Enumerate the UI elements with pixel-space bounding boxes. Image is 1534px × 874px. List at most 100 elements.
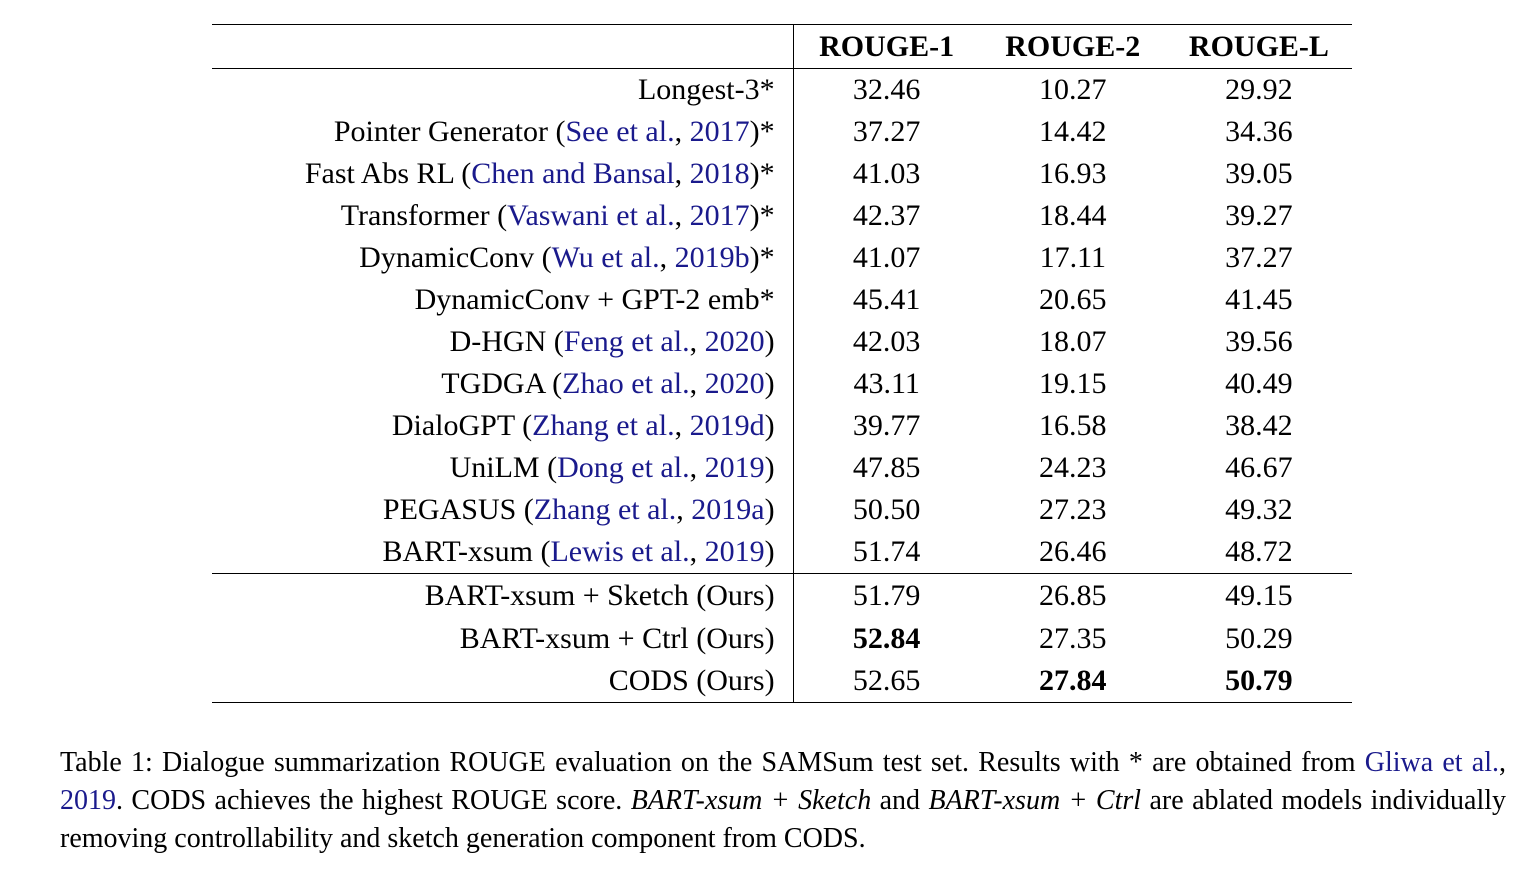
rouge-2-cell: 14.42 [1039, 115, 1107, 148]
model-name: Fast Abs RL [304, 157, 454, 190]
cite-year-link[interactable]: 2019a [691, 493, 765, 526]
rouge-2-cell: 26.46 [1039, 535, 1107, 568]
rouge-1-cell: 43.11 [853, 367, 920, 400]
caption-text-3: are ablated models individually removing… [60, 785, 1507, 854]
model-name: BART-xsum + Ctrl (Ours) [459, 622, 775, 655]
table-row: Transformer (Vaswani et al., 2017)* 42.37… [212, 195, 1352, 237]
table-row: D-HGN (Feng et al., 2020) 42.03 18.07 39.56 [212, 321, 1352, 363]
rouge-2-cell: 27.35 [1039, 622, 1107, 655]
table-row: DynamicConv (Wu et al., 2019b)* 41.07 17.1… [212, 237, 1352, 279]
cite-sep: , [676, 493, 692, 526]
model-name-cell: UniLM (Dong et al., 2019) [212, 447, 794, 489]
caption-model-ctrl: BART-xsum + Ctrl [928, 785, 1142, 816]
rouge-2-cell: 24.23 [1039, 451, 1107, 484]
table-header-row: ROUGE-1 ROUGE-2 ROUGE-L [212, 24, 1352, 69]
caption-and: and [871, 785, 929, 816]
table-caption: Table 1: Dialogue summarization ROUGE ev… [60, 744, 1506, 858]
cite-year-link[interactable]: 2020 [704, 325, 765, 358]
model-name-cell: D-HGN (Feng et al., 2020) [212, 321, 794, 363]
model-name: Longest-3* [637, 73, 775, 106]
rouge-l-cell: 39.27 [1225, 199, 1293, 232]
cite-year-link[interactable]: 2017 [689, 115, 750, 148]
rouge-1-cell: 37.27 [852, 115, 921, 148]
rouge-l-cell: 50.29 [1225, 622, 1293, 655]
table-row: Fast Abs RL (Chen and Bansal, 2018)* 41.0… [212, 153, 1352, 195]
table-row: BART-xsum + Sketch (Ours) 51.79 26.85 49.15 [212, 573, 1352, 618]
rouge-l-cell: 46.67 [1225, 451, 1293, 484]
cite-close: )* [749, 241, 775, 274]
model-name: BART-xsum [382, 535, 533, 568]
cite-year-link[interactable]: 2017 [689, 199, 750, 232]
model-name-cell: Pointer Generator (See et al., 2017)* [212, 111, 794, 153]
table-row: TGDGA (Zhao et al., 2020) 43.11 19.15 40.49 [212, 363, 1352, 405]
cite-open: ( [516, 493, 534, 526]
cite-open: ( [547, 115, 566, 148]
model-name-cell: Longest-3* [212, 68, 794, 111]
rouge-1-cell: 39.77 [852, 409, 921, 442]
cite-sep: , [674, 157, 690, 190]
cite-close: )* [749, 115, 775, 148]
baseline-rows: Longest-3* 32.46 10.27 29.92 Pointer Generat… [212, 68, 1352, 574]
cite-author-link[interactable]: Vaswani et al. [507, 199, 675, 232]
model-name: Pointer Generator [333, 115, 548, 148]
cite-open: ( [544, 367, 563, 400]
table-row: UniLM (Dong et al., 2019) 47.85 24.23 46.67 [212, 447, 1352, 489]
cite-open: ( [532, 535, 551, 568]
rouge-1-cell: 45.41 [852, 283, 921, 316]
rouge-1-cell: 42.37 [852, 199, 921, 232]
cite-year-link[interactable]: 2019 [704, 535, 765, 568]
model-name-cell: DynamicConv + GPT-2 emb* [212, 279, 794, 321]
cite-year-link[interactable]: 2020 [704, 367, 765, 400]
cite-author-link[interactable]: Chen and Bansal [471, 157, 675, 190]
model-name: BART-xsum + Sketch (Ours) [424, 579, 775, 612]
cite-author-link[interactable]: Lewis et al. [550, 535, 690, 568]
cite-author-link[interactable]: Wu et al. [551, 241, 660, 274]
model-name-cell: Fast Abs RL (Chen and Bansal, 2018)* [212, 153, 794, 195]
cite-sep: , [689, 325, 705, 358]
model-name: DialoGPT [391, 409, 515, 442]
rouge-2-cell: 26.85 [979, 573, 1166, 618]
cite-author-link[interactable]: Dong et al. [557, 451, 690, 484]
cite-author-link[interactable]: Feng et al. [563, 325, 690, 358]
caption-cite-author[interactable]: Gliwa et al. [1364, 747, 1499, 778]
rouge-2-cell: 18.07 [1039, 325, 1107, 358]
caption-text-1: Table 1: Dialogue summarization ROUGE ev… [60, 747, 1365, 778]
rouge-1-cell: 32.46 [852, 73, 921, 106]
rouge-2-cell: 27.84 [979, 660, 1166, 703]
cite-author-link[interactable]: See et al. [565, 115, 675, 148]
table-row: CODS (Ours) 52.65 27.84 50.79 [212, 660, 1352, 703]
cite-open: ( [546, 325, 564, 358]
cite-author-link[interactable]: Zhang et al. [533, 493, 677, 526]
rouge-l-cell: 49.15 [1165, 573, 1352, 618]
model-name-cell: DialoGPT (Zhang et al., 2019d) [212, 405, 794, 447]
rouge-1-cell: 47.85 [852, 451, 921, 484]
rouge-l-cell: 29.92 [1225, 73, 1293, 106]
table-row: BART-xsum + Ctrl (Ours) 52.84 27.35 50.29 [212, 618, 1352, 660]
caption-cite-year[interactable]: 2019 [60, 785, 116, 816]
table-row: PEGASUS (Zhang et al., 2019a) 50.50 27.23 4… [212, 489, 1352, 531]
table-row: DynamicConv + GPT-2 emb* 45.41 20.65 41.45 [212, 279, 1352, 321]
header-model [212, 24, 794, 69]
results-table-container: ROUGE-1 ROUGE-2 ROUGE-L Longest-3* 32.46 1… [212, 24, 1352, 703]
rouge-2-cell: 20.65 [1039, 283, 1107, 316]
rouge-2-cell: 10.27 [1039, 73, 1107, 106]
rouge-2-cell: 27.23 [1039, 493, 1107, 526]
rouge-1-cell: 50.50 [852, 493, 921, 526]
cite-year-link[interactable]: 2019d [689, 409, 765, 442]
cite-author-link[interactable]: Zhang et al. [532, 409, 675, 442]
model-name: DynamicConv + GPT-2 emb* [414, 283, 775, 316]
cite-close: ) [764, 325, 775, 358]
cite-year-link[interactable]: 2018 [689, 157, 750, 190]
cite-open: ( [534, 241, 552, 274]
model-name: DynamicConv [359, 241, 535, 274]
cite-year-link[interactable]: 2019 [704, 451, 765, 484]
cite-year-link[interactable]: 2019b [674, 241, 750, 274]
cite-author-link[interactable]: Zhao et al. [562, 367, 690, 400]
rouge-2-cell: 16.93 [1039, 157, 1107, 190]
model-name-cell: TGDGA (Zhao et al., 2020) [212, 363, 794, 405]
cite-sep: , [674, 199, 690, 232]
rouge-1-cell: 42.03 [852, 325, 921, 358]
rouge-1-cell: 41.03 [852, 157, 921, 190]
header-rouge-l: ROUGE-L [1165, 24, 1352, 69]
model-name: PEGASUS [382, 493, 517, 526]
